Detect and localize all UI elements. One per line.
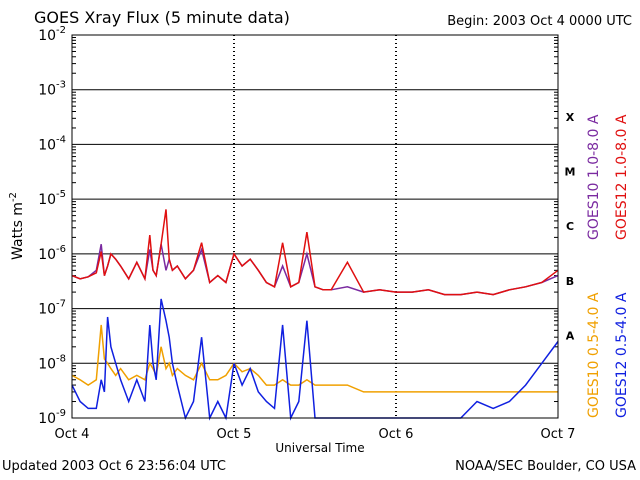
y-tick-label: 10-5 <box>38 189 66 208</box>
series-line-2 <box>71 324 558 393</box>
updated-timestamp: Updated 2003 Oct 6 23:56:04 UTC <box>2 459 226 474</box>
y-tick-label: 10-6 <box>38 244 66 263</box>
series-line-1 <box>71 209 559 296</box>
series-line-3 <box>71 298 559 421</box>
y-tick-label: 10-4 <box>38 134 66 153</box>
y-tick-labels: 10-2 10-3 10-4 10-5 10-6 10-7 10-8 10-9 <box>38 25 66 427</box>
flare-class-labels: X M C B A <box>565 111 576 343</box>
legend-entry: GOES10 0.5-4.0 A <box>586 292 602 418</box>
chart-title: GOES Xray Flux (5 minute data) <box>34 8 290 27</box>
legend-entry: GOES12 1.0-8.0 A <box>614 114 630 240</box>
x-tick-label: Oct 6 <box>379 427 414 442</box>
y-tick-label: 10-7 <box>38 299 66 318</box>
x-tick-label: Oct 4 <box>55 427 90 442</box>
series-lines <box>71 209 559 421</box>
x-axis-label: Universal Time <box>275 441 365 455</box>
x-tick-labels: Oct 4 Oct 5 Oct 6 Oct 7 <box>55 427 576 442</box>
legend: GOES10 1.0-8.0 A GOES12 1.0-8.0 A GOES10 0… <box>586 114 630 418</box>
flare-class-label: M <box>565 166 576 179</box>
y-axis-label: Watts m-2 <box>8 192 26 260</box>
credit-label: NOAA/SEC Boulder, CO USA <box>455 459 636 474</box>
flare-class-label: B <box>566 275 574 288</box>
grid-lines <box>72 35 558 418</box>
x-tick-label: Oct 5 <box>217 427 252 442</box>
legend-entry: GOES10 1.0-8.0 A <box>586 114 602 240</box>
y-tick-label: 10-2 <box>38 25 66 44</box>
y-tick-label: 10-9 <box>38 408 66 427</box>
y-tick-label: 10-3 <box>38 80 66 99</box>
flare-class-label: C <box>566 220 574 233</box>
flare-class-label: A <box>566 330 575 343</box>
begin-time-label: Begin: 2003 Oct 4 0000 UTC <box>447 14 632 29</box>
y-tick-label: 10-8 <box>38 353 66 372</box>
plot-frame <box>71 34 559 419</box>
x-tick-label: Oct 7 <box>541 427 576 442</box>
flare-class-label: X <box>566 111 575 124</box>
legend-entry: GOES12 0.5-4.0 A <box>614 292 630 418</box>
